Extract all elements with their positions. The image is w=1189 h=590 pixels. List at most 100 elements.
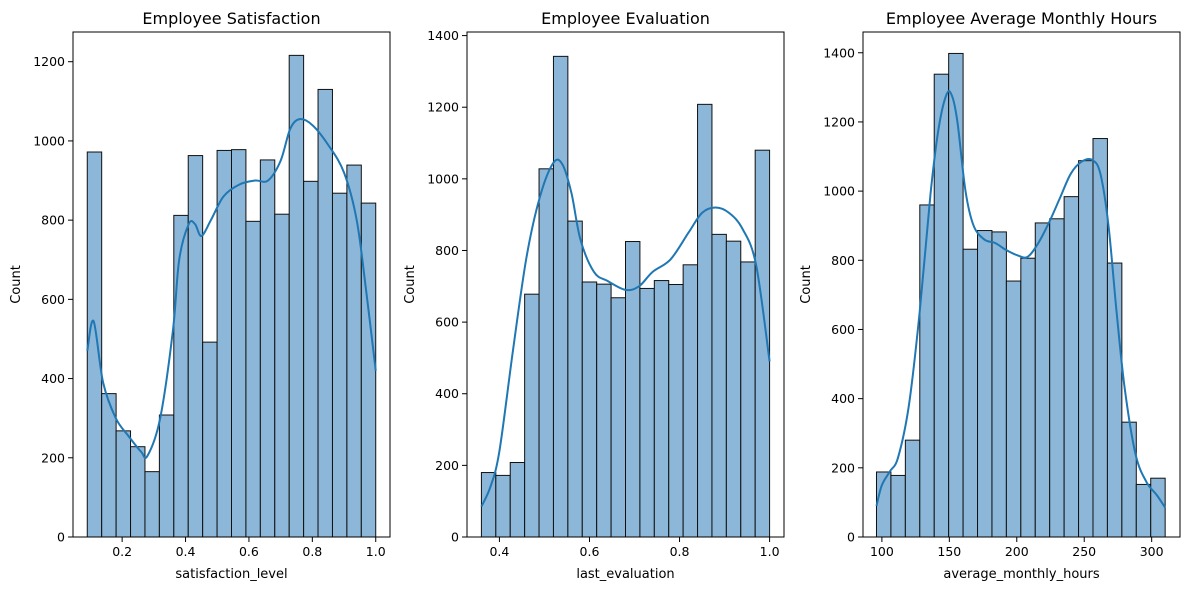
x-tick-label: 250 bbox=[1072, 544, 1096, 559]
histogram-bar bbox=[991, 231, 1007, 538]
histogram-bar bbox=[245, 220, 261, 538]
histogram-bar bbox=[625, 241, 641, 538]
chart-title: Employee Satisfaction bbox=[142, 9, 320, 28]
x-tick-label: 200 bbox=[1005, 544, 1029, 559]
histogram-bar bbox=[552, 55, 569, 538]
y-tick-label: 400 bbox=[831, 391, 855, 406]
histogram-bar bbox=[697, 103, 713, 538]
y-axis-label: Count bbox=[9, 265, 24, 304]
y-tick-label: 200 bbox=[41, 450, 65, 465]
x-tick-label: 0.8 bbox=[302, 544, 322, 559]
x-tick-label: 1.0 bbox=[760, 544, 780, 559]
x-tick-label: 150 bbox=[937, 544, 961, 559]
plot-frame bbox=[862, 31, 1181, 538]
histogram-bar bbox=[158, 414, 175, 538]
plot-frame bbox=[466, 31, 785, 538]
histogram-bar bbox=[890, 474, 906, 538]
histogram-bar bbox=[948, 52, 964, 538]
x-tick-label: 0.6 bbox=[239, 544, 259, 559]
histogram-bar bbox=[524, 293, 540, 538]
histogram-bar bbox=[639, 287, 655, 538]
histogram-bar bbox=[904, 439, 921, 538]
x-axis-label: average_monthly_hours bbox=[943, 567, 1099, 582]
x-axis-label: satisfaction_level bbox=[175, 567, 287, 582]
y-axis-label: Count bbox=[799, 265, 814, 304]
histogram-bar bbox=[596, 283, 612, 538]
histogram-bar bbox=[977, 230, 993, 538]
histogram-bar bbox=[581, 281, 598, 538]
y-tick-label: 800 bbox=[831, 253, 855, 268]
kde-curve bbox=[480, 158, 771, 507]
histogram-bar bbox=[86, 151, 103, 538]
histogram-bar bbox=[668, 284, 684, 538]
histogram-bar bbox=[1063, 196, 1080, 538]
histogram-bar bbox=[725, 240, 742, 538]
histogram-bar bbox=[259, 159, 276, 538]
histogram-bar bbox=[331, 192, 348, 538]
x-tick-label: 100 bbox=[870, 544, 894, 559]
chart-evaluation: Employee Evaluation last_evaluation Coun… bbox=[403, 9, 785, 582]
histogram-bar bbox=[144, 471, 160, 538]
y-tick-label: 800 bbox=[435, 243, 459, 258]
histogram-bar bbox=[653, 280, 670, 538]
histogram-bar bbox=[1106, 262, 1123, 538]
histogram-bar bbox=[187, 155, 204, 538]
x-tick-label: 0.4 bbox=[176, 544, 196, 559]
histogram-bar bbox=[202, 341, 218, 538]
histogram-bar bbox=[346, 164, 362, 538]
histogram-bar bbox=[231, 149, 247, 538]
y-tick-label: 600 bbox=[435, 315, 459, 330]
histogram-bar bbox=[360, 202, 377, 538]
histogram-bar bbox=[538, 168, 554, 538]
histogram-bar bbox=[1121, 421, 1137, 538]
histogram-bar bbox=[567, 220, 583, 538]
histogram-bar bbox=[480, 472, 497, 538]
y-tick-label: 1200 bbox=[823, 114, 855, 129]
chart-satisfaction: Employee Satisfaction satisfaction_level… bbox=[9, 9, 391, 582]
histogram-bar bbox=[303, 180, 319, 538]
histogram-bar bbox=[740, 261, 756, 538]
x-tick-label: 300 bbox=[1140, 544, 1164, 559]
y-tick-label: 0 bbox=[847, 530, 855, 545]
y-tick-label: 600 bbox=[41, 292, 65, 307]
chart-title: Employee Average Monthly Hours bbox=[886, 9, 1157, 28]
x-tick-label: 0.8 bbox=[670, 544, 690, 559]
y-tick-label: 1000 bbox=[33, 133, 65, 148]
histogram-bar bbox=[610, 297, 626, 538]
histogram-bar bbox=[317, 88, 333, 538]
y-tick-label: 1200 bbox=[33, 54, 65, 69]
kde-curve bbox=[86, 118, 377, 460]
histogram-bar bbox=[1034, 222, 1051, 538]
y-tick-label: 1000 bbox=[823, 184, 855, 199]
histogram-bar bbox=[495, 474, 511, 538]
histogram-bar bbox=[1049, 218, 1065, 538]
histogram-bar bbox=[1005, 280, 1022, 538]
plot-frame bbox=[72, 31, 391, 538]
y-tick-label: 0 bbox=[57, 530, 65, 545]
histogram-bar bbox=[711, 233, 727, 538]
kde-curve bbox=[875, 90, 1166, 509]
y-tick-label: 800 bbox=[41, 213, 65, 228]
x-tick-label: 0.4 bbox=[489, 544, 509, 559]
histogram-bar bbox=[962, 248, 979, 538]
y-tick-label: 200 bbox=[435, 458, 459, 473]
chart-title: Employee Evaluation bbox=[541, 9, 710, 28]
histogram-bar bbox=[919, 204, 935, 538]
histogram-bar bbox=[130, 446, 146, 538]
histogram-bar bbox=[682, 264, 699, 538]
histogram-bar bbox=[1078, 160, 1094, 538]
x-tick-label: 0.6 bbox=[580, 544, 600, 559]
y-tick-label: 1400 bbox=[823, 45, 855, 60]
histogram-bar bbox=[509, 462, 526, 538]
y-tick-label: 1000 bbox=[427, 171, 459, 186]
histogram-bar bbox=[274, 213, 290, 538]
histogram-bar bbox=[115, 430, 132, 538]
chart-monthly-hours: Employee Average Monthly Hours average_m… bbox=[799, 9, 1181, 582]
histogram-bar bbox=[1135, 483, 1152, 538]
histogram-bar bbox=[173, 214, 189, 538]
y-tick-label: 400 bbox=[435, 386, 459, 401]
y-tick-label: 600 bbox=[831, 322, 855, 337]
x-tick-label: 0.2 bbox=[112, 544, 132, 559]
y-tick-label: 400 bbox=[41, 371, 65, 386]
